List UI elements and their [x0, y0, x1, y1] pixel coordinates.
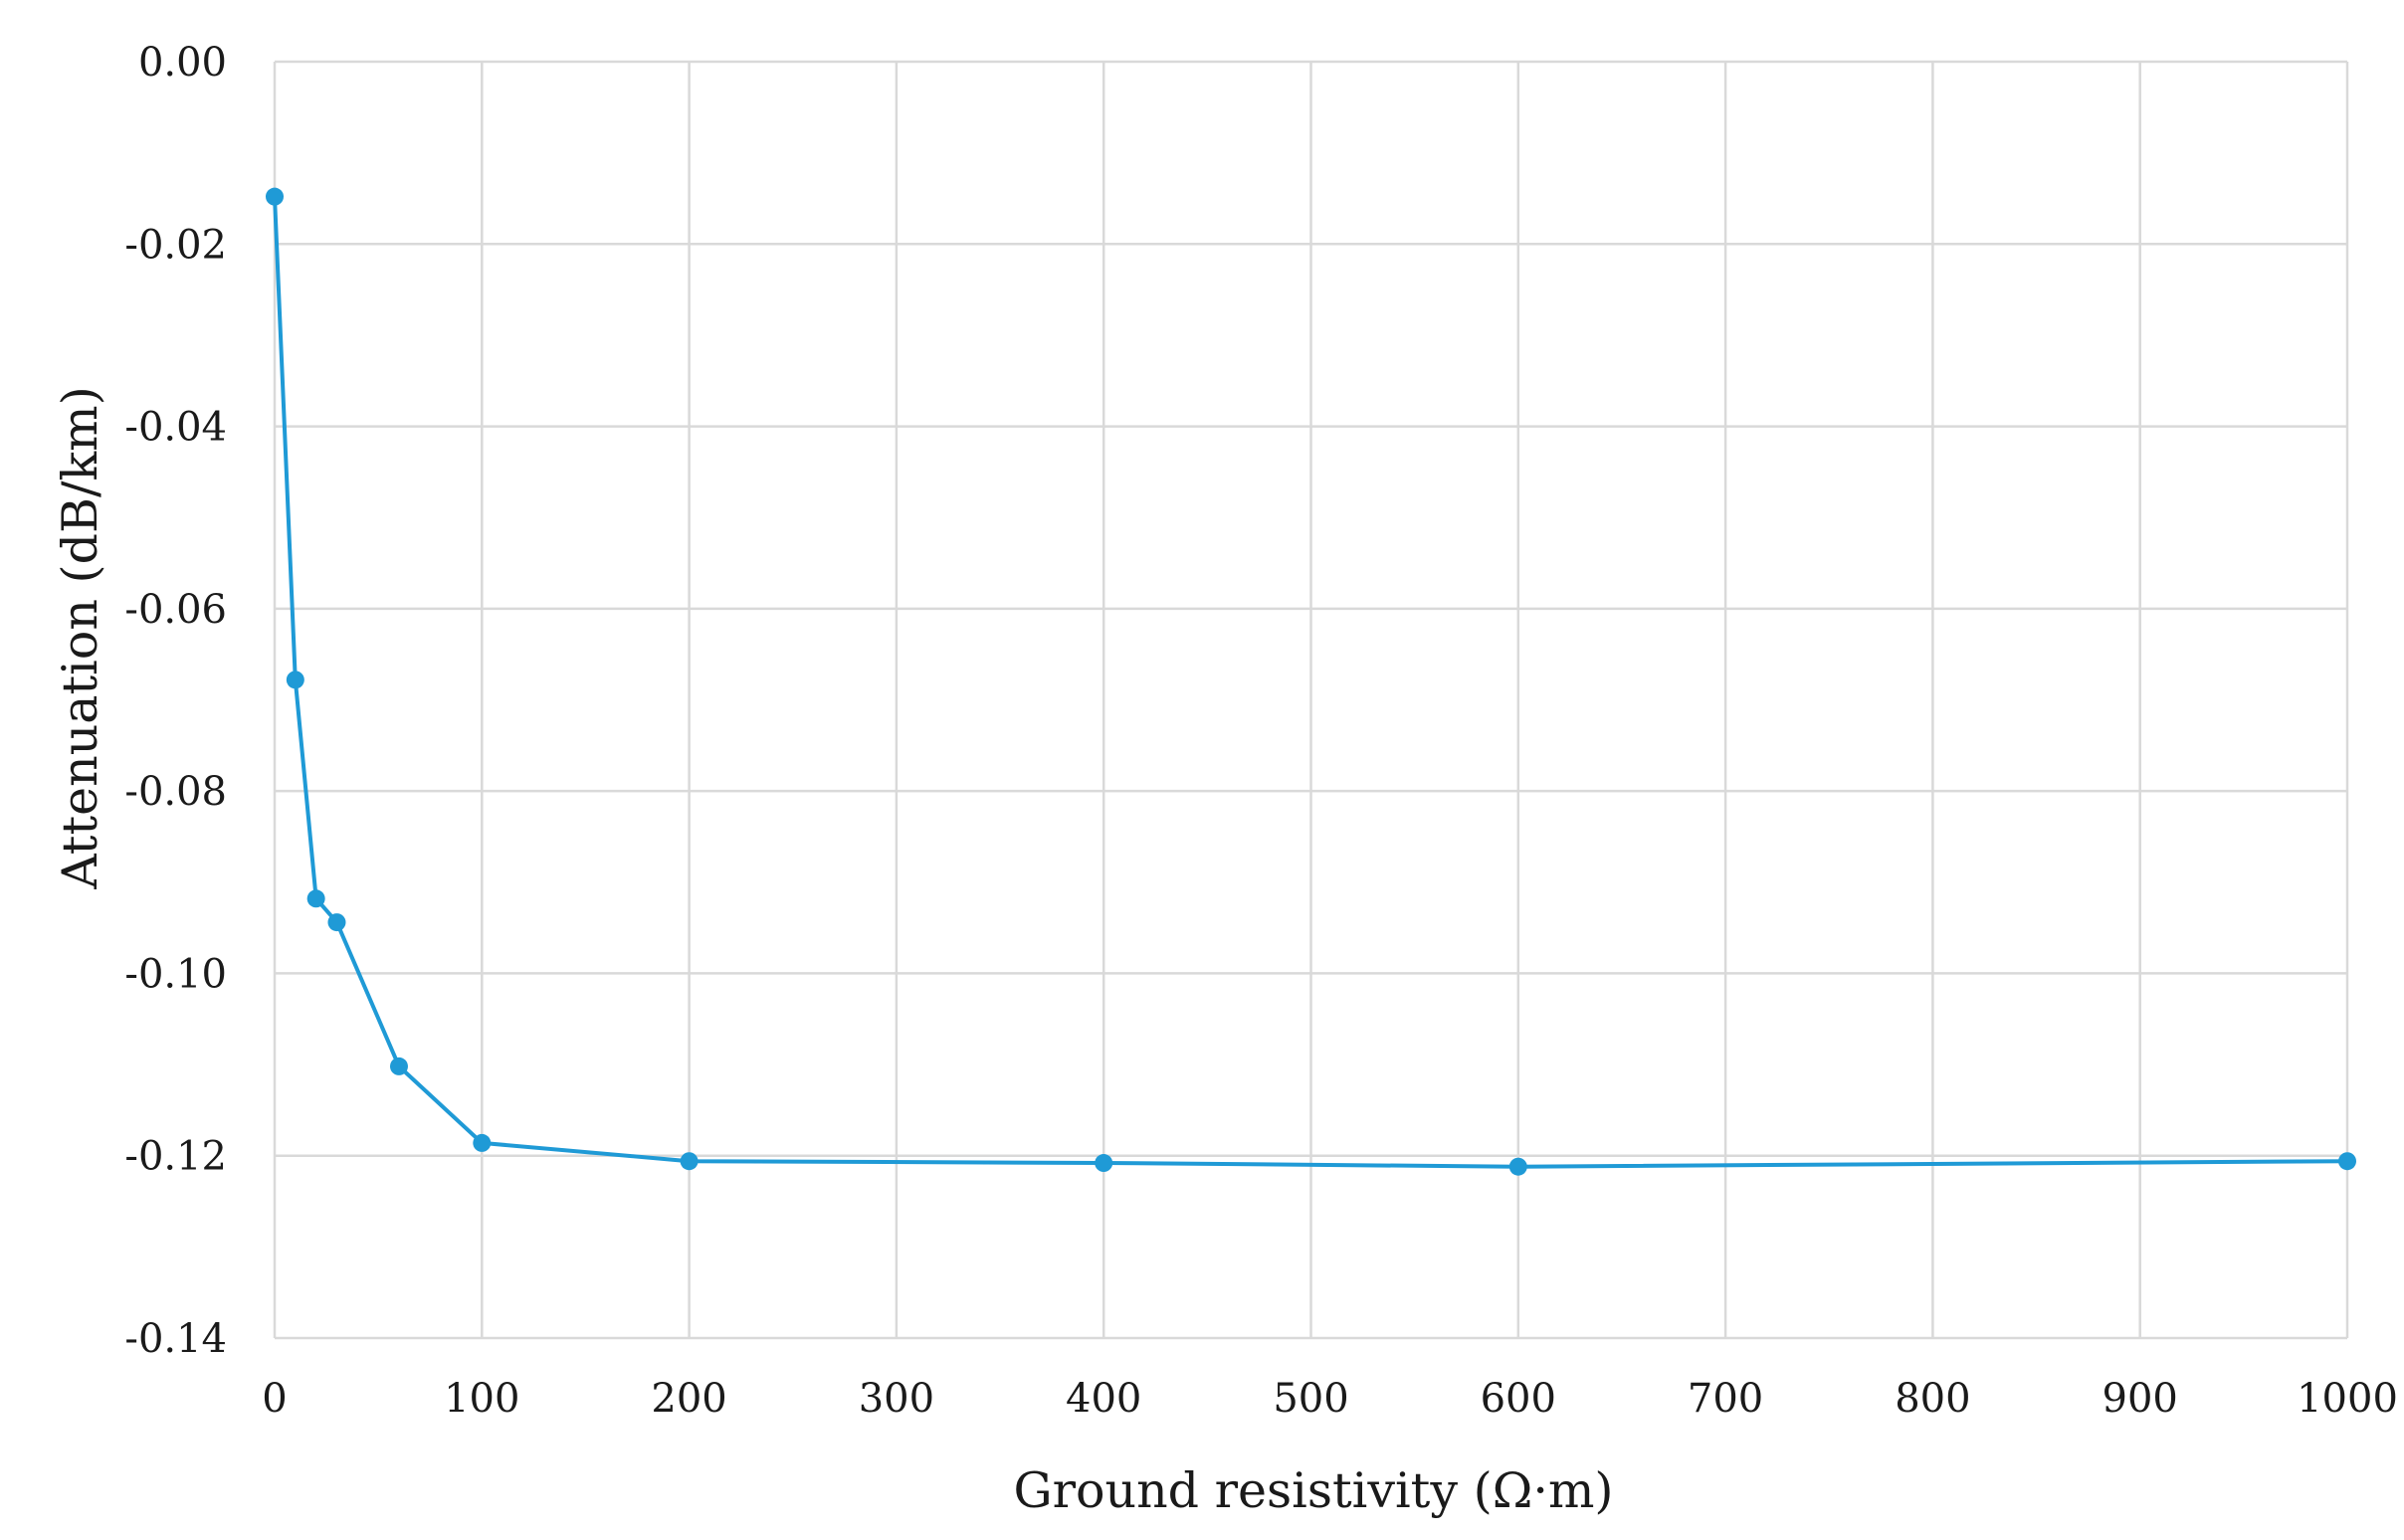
data-point: [2338, 1152, 2356, 1171]
y-tick-label: -0.08: [124, 769, 227, 815]
chart-grid: [273, 60, 2349, 1340]
x-tick-label: 100: [444, 1376, 519, 1422]
data-point: [1095, 1154, 1113, 1173]
x-tick-label: 700: [1688, 1376, 1763, 1422]
series-group: [266, 187, 2356, 1176]
data-point: [680, 1152, 699, 1171]
x-tick-label: 300: [859, 1376, 934, 1422]
x-tick-label: 500: [1273, 1376, 1348, 1422]
data-point: [286, 671, 304, 689]
x-axis-title: Ground resistivity (Ω·m): [1013, 1462, 1613, 1519]
data-point: [473, 1133, 492, 1152]
x-tick-label: 600: [1481, 1376, 1556, 1422]
x-tick-label: 1000: [2297, 1376, 2398, 1422]
series-line: [273, 194, 2349, 1169]
x-tick-label: 0: [262, 1376, 287, 1422]
y-axis-tick-labels: 0.00 -0.02 -0.04 -0.06 -0.08 -0.10 -0.12 -0.14: [124, 40, 227, 1362]
y-tick-label: -0.04: [124, 405, 227, 451]
y-tick-label: -0.10: [124, 951, 227, 997]
y-tick-label: -0.14: [124, 1316, 227, 1362]
data-point: [266, 187, 284, 206]
x-tick-label: 900: [2103, 1376, 2178, 1422]
x-tick-label: 800: [1895, 1376, 1970, 1422]
data-point: [389, 1057, 408, 1075]
data-point: [306, 889, 325, 908]
x-axis-tick-labels: 0 100 200 300 400 500 600 700 800 900 1000: [262, 1376, 2398, 1422]
y-axis-title: Attenuation (dB/km): [52, 386, 108, 890]
y-tick-label: 0.00: [138, 40, 227, 86]
x-tick-label: 200: [651, 1376, 726, 1422]
data-point: [1508, 1157, 1527, 1176]
data-point: [327, 913, 346, 932]
y-tick-label: -0.02: [124, 222, 227, 268]
y-tick-label: -0.06: [124, 587, 227, 633]
x-tick-label: 400: [1066, 1376, 1141, 1422]
y-tick-label: -0.12: [124, 1134, 227, 1180]
